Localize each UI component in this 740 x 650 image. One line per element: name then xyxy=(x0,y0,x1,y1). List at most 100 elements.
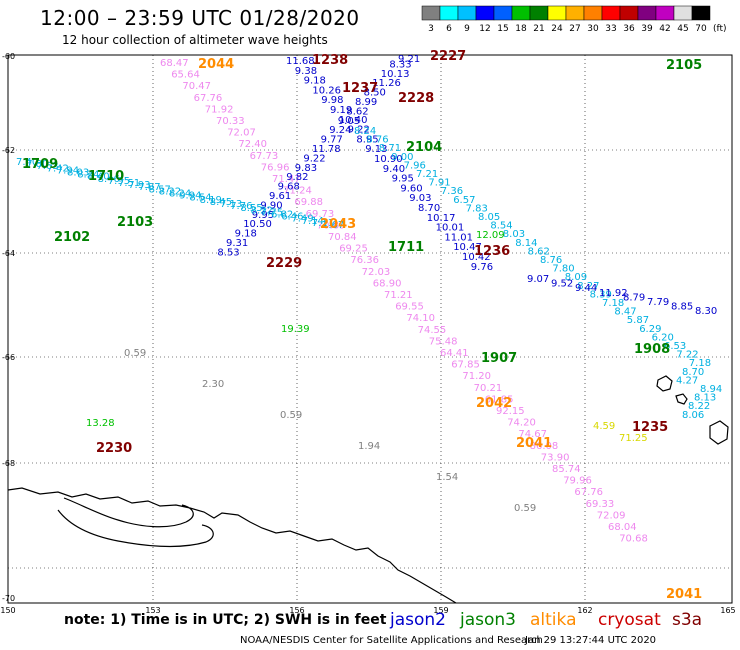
wave-height-value: 69.33 xyxy=(586,499,615,510)
lat-label: -60 xyxy=(2,52,15,61)
wave-height-value: 8.14 xyxy=(515,238,537,249)
wave-height-value: 8.22 xyxy=(159,186,181,197)
wave-height-value: 67.76 xyxy=(574,487,603,498)
wave-height-value: 8.54 xyxy=(189,193,211,204)
legend-swatch xyxy=(619,5,639,21)
wave-height-value: 74.67 xyxy=(518,429,547,440)
wave-height-value: 74.10 xyxy=(406,313,435,324)
legend-label: 70 xyxy=(695,24,707,34)
wave-height-value: 74.55 xyxy=(418,325,447,336)
graticule xyxy=(8,55,732,603)
wave-height-value: 86.08 xyxy=(530,441,559,452)
wave-height-value: 2.30 xyxy=(202,379,224,390)
wave-height-value: 8.22 xyxy=(688,401,710,412)
pass-label: 2044 xyxy=(198,57,234,72)
wave-height-value: 8.22 xyxy=(251,205,273,216)
wave-height-value: 10.50 xyxy=(243,219,272,230)
legend-jason2: jason2 xyxy=(390,610,446,630)
legend-swatch xyxy=(691,5,711,21)
coastline xyxy=(7,487,457,604)
legend-label: 6 xyxy=(446,24,452,34)
wave-height-value: 9.13 xyxy=(365,144,387,155)
wave-height-value: 7.96 xyxy=(404,160,426,171)
wave-height-value: 9.18 xyxy=(304,76,326,87)
wave-height-value: 9.44 xyxy=(575,283,597,294)
credit-line: NOAA/NESDIS Center for Satellite Applica… xyxy=(240,635,543,646)
wave-height-value: 8.95 xyxy=(356,134,378,145)
lon-label: 150 xyxy=(0,606,15,615)
wave-height-value: 72.03 xyxy=(362,267,391,278)
wave-height-value: 7.14 xyxy=(302,216,324,227)
pass-label: 1237 xyxy=(342,81,378,96)
legend-label: 21 xyxy=(533,24,544,34)
wave-height-tracks: 68.4765.6470.4767.7671.9270.3372.0772.40… xyxy=(16,54,722,545)
wave-height-value: 8.46 xyxy=(98,174,120,185)
pass-label: 1908 xyxy=(634,342,670,357)
wave-height-value: 65.64 xyxy=(171,70,200,81)
wave-height-value: 7.51 xyxy=(118,178,140,189)
legend-swatch xyxy=(439,5,459,21)
wave-height-value: 9.24 xyxy=(329,125,351,136)
wave-height-value: 67.76 xyxy=(194,93,223,104)
wave-height-value: 9.77 xyxy=(321,135,343,146)
legend-jason3: jason3 xyxy=(460,610,516,630)
wave-height-value: 8.62 xyxy=(528,246,550,257)
wave-height-value: 8.03 xyxy=(503,229,525,240)
lat-labels: -60 -62 -64 -66 -68 -70 xyxy=(2,52,15,603)
wave-height-value: 6.29 xyxy=(639,324,661,335)
legend-swatch xyxy=(583,5,603,21)
wave-height-value: 9.98 xyxy=(321,95,343,106)
legend-swatch xyxy=(601,5,621,21)
legend-swatch xyxy=(529,5,549,21)
wave-height-value: 9.76 xyxy=(471,262,493,273)
lon-label: 159 xyxy=(433,606,448,615)
legend-swatch xyxy=(565,5,585,21)
pass-label: 1238 xyxy=(312,53,348,68)
wave-height-value: 8.24 xyxy=(169,189,191,200)
wave-height-value: 6.46 xyxy=(281,212,303,223)
wave-height-value: 7.40 xyxy=(16,157,38,168)
wave-height-value: 8.71 xyxy=(379,143,401,154)
wave-height-value: 7.67 xyxy=(322,220,344,231)
pass-label: 2227 xyxy=(430,49,466,64)
legend-swatch xyxy=(637,5,657,21)
wave-height-value: 6.57 xyxy=(453,195,475,206)
pass-label: 2104 xyxy=(406,140,442,155)
wave-height-value: 8.50 xyxy=(364,88,386,99)
wave-height-value: 8.45 xyxy=(210,197,232,208)
legend-swatch xyxy=(673,5,693,21)
pass-label: 2105 xyxy=(666,58,702,73)
legend-swatch xyxy=(475,5,495,21)
wave-height-value: 9.05 xyxy=(338,116,360,127)
wave-height-value: 8.30 xyxy=(695,306,717,317)
legend-swatch xyxy=(493,5,513,21)
wave-height-value: 9.38 xyxy=(295,66,317,77)
wave-height-value: 7.18 xyxy=(689,358,711,369)
pass-label: 2228 xyxy=(398,91,434,106)
wave-height-value: 70.89 xyxy=(317,220,346,231)
wave-height-value: 10.47 xyxy=(453,242,482,253)
wave-height-value: 70.21 xyxy=(474,383,503,394)
wave-height-value: 13.28 xyxy=(86,418,115,429)
legend-unit: (ft) xyxy=(713,24,727,34)
wave-height-value: 10.01 xyxy=(436,223,465,234)
wave-height-value: 75.48 xyxy=(429,336,458,347)
legend-label: 42 xyxy=(659,24,670,34)
wave-height-value: 7.79 xyxy=(647,297,669,308)
wave-height-value: 8.24 xyxy=(77,170,99,181)
wave-height-value: 10.26 xyxy=(312,85,341,96)
wave-height-value: 69.25 xyxy=(339,244,368,255)
wave-height-value: 8.24 xyxy=(354,126,376,137)
pass-labels: 2044 1238 2227 2105 1237 2228 1709 1710 2104 2103… xyxy=(22,49,702,602)
wave-height-value: 6.82 xyxy=(271,210,293,221)
wave-height-value: 61.85 xyxy=(485,394,514,405)
wave-height-value: 8.76 xyxy=(540,255,562,266)
legend-label: 24 xyxy=(551,24,563,34)
wave-height-value: 72.09 xyxy=(597,510,626,521)
page-subtitle: 12 hour collection of altimeter wave hei… xyxy=(62,33,328,47)
pass-label: 1236 xyxy=(474,244,510,259)
wave-height-value: 5.87 xyxy=(627,315,649,326)
wave-height-value: 70.84 xyxy=(328,232,357,243)
wave-height-value: 70.33 xyxy=(216,116,245,127)
wave-height-value: 12.09 xyxy=(476,230,505,241)
